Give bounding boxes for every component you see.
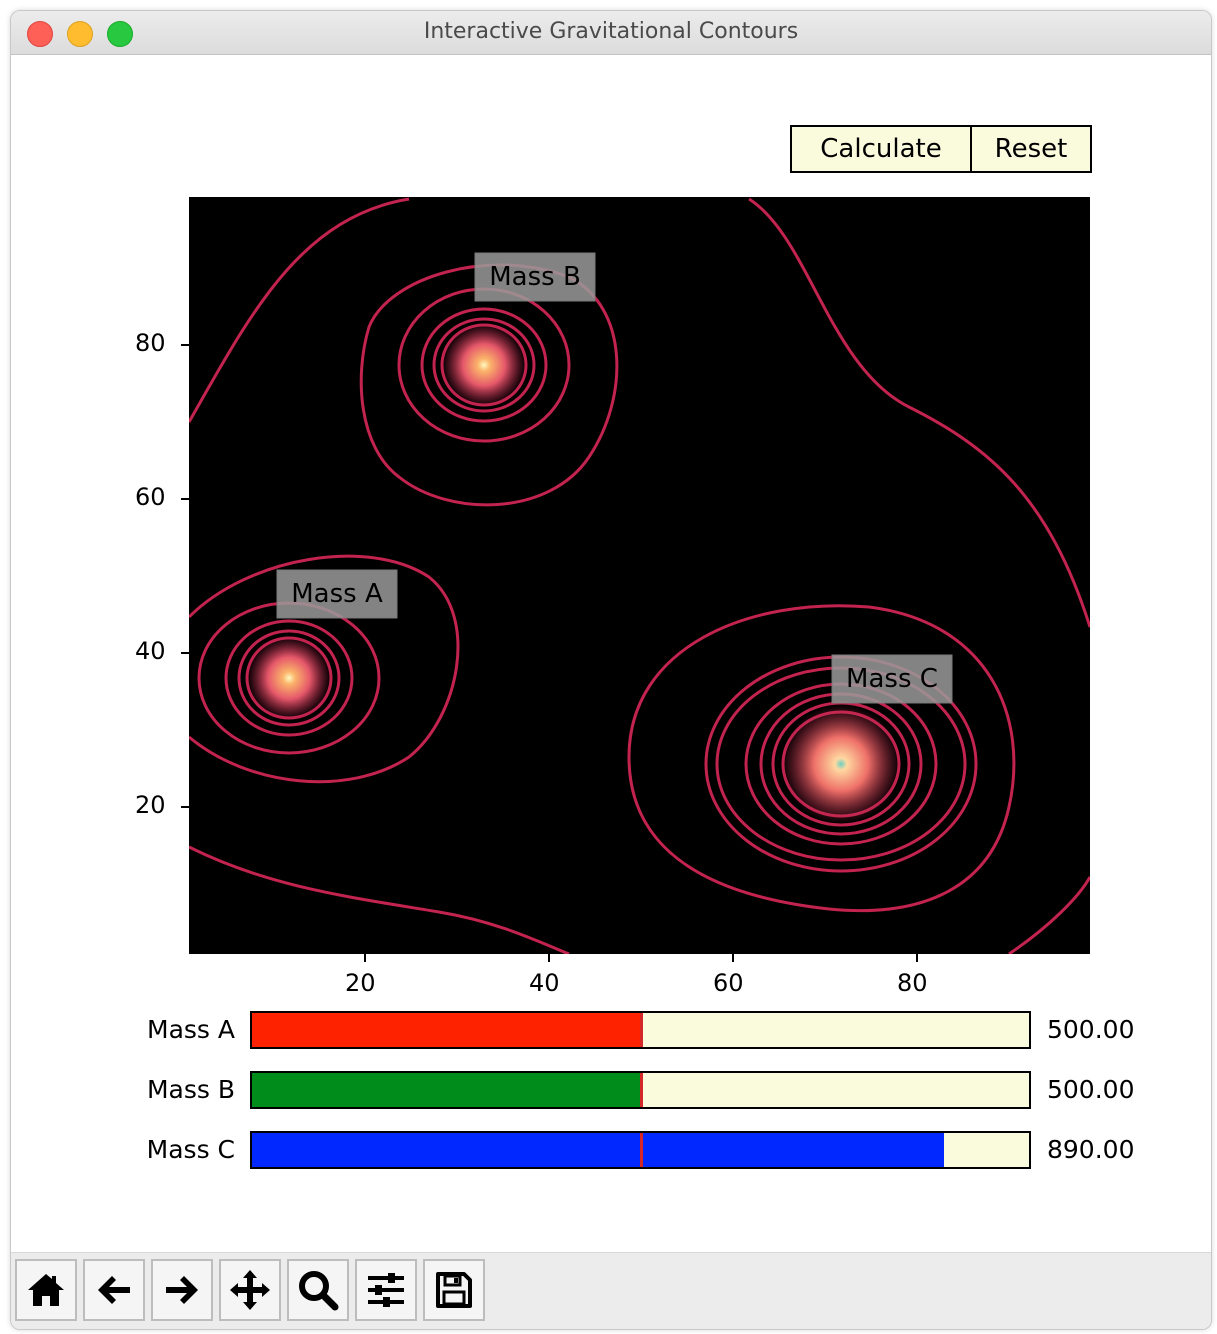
minimize-window-button[interactable] <box>67 21 93 47</box>
zoom-icon <box>299 1271 339 1311</box>
slider-label: Mass A <box>147 1015 235 1044</box>
slider-initial-marker <box>640 1073 643 1107</box>
app-window: Interactive Gravitational Contours Calcu… <box>10 10 1212 1330</box>
slider-value: 890.00 <box>1047 1135 1135 1164</box>
slider-label: Mass C <box>146 1135 235 1164</box>
y-tick-label: 80 <box>135 329 166 357</box>
y-tick-label: 60 <box>135 483 166 511</box>
mass-b-slider[interactable] <box>250 1071 1031 1109</box>
pan-button[interactable] <box>219 1259 281 1321</box>
home-icon <box>28 1274 64 1306</box>
forward-icon <box>166 1276 198 1304</box>
back-icon <box>98 1276 130 1304</box>
slider-mass-c: Mass C 890.00 <box>11 1131 1211 1169</box>
mass-a-label: Mass A <box>291 579 383 609</box>
contour-plot[interactable]: Mass A Mass B Mass C <box>189 197 1090 954</box>
reset-button[interactable]: Reset <box>970 125 1092 173</box>
mass-a-slider[interactable] <box>250 1011 1031 1049</box>
mass-a-glow <box>247 636 331 720</box>
forward-button[interactable] <box>151 1259 213 1321</box>
x-tick-label: 20 <box>345 969 376 997</box>
slider-fill <box>252 1133 944 1167</box>
mass-b-annotation[interactable]: Mass B <box>474 252 596 302</box>
slider-value: 500.00 <box>1047 1015 1135 1044</box>
back-button[interactable] <box>83 1259 145 1321</box>
home-button[interactable] <box>15 1259 77 1321</box>
window-title: Interactive Gravitational Contours <box>423 19 799 44</box>
save-button[interactable] <box>423 1259 485 1321</box>
slider-value: 500.00 <box>1047 1075 1135 1104</box>
zoom-window-button[interactable] <box>107 21 133 47</box>
mass-b-glow <box>442 323 526 407</box>
x-tick-label: 60 <box>713 969 744 997</box>
mass-b-label: Mass B <box>489 262 581 292</box>
y-tick-label: 20 <box>135 791 166 819</box>
slider-fill <box>252 1073 641 1107</box>
slider-fill <box>252 1013 641 1047</box>
x-tick-label: 40 <box>529 969 560 997</box>
y-tick-label: 40 <box>135 637 166 665</box>
slider-mass-b: Mass B 500.00 <box>11 1071 1211 1109</box>
slider-mass-a: Mass A 500.00 <box>11 1011 1211 1049</box>
title-bar: Interactive Gravitational Contours <box>11 11 1211 55</box>
slider-initial-marker <box>640 1013 643 1047</box>
zoom-button[interactable] <box>287 1259 349 1321</box>
slider-label: Mass B <box>146 1075 235 1104</box>
mass-c-slider[interactable] <box>250 1131 1031 1169</box>
save-icon <box>436 1272 472 1308</box>
configure-icon <box>368 1273 404 1307</box>
calculate-button[interactable]: Calculate <box>790 125 972 173</box>
x-tick-label: 80 <box>897 969 928 997</box>
slider-initial-marker <box>640 1133 643 1167</box>
navigation-toolbar <box>11 1252 1211 1329</box>
mass-c-glow <box>781 704 901 824</box>
configure-subplots-button[interactable] <box>355 1259 417 1321</box>
pan-icon <box>230 1270 270 1310</box>
mass-c-annotation[interactable]: Mass C <box>831 654 953 704</box>
mass-c-label: Mass C <box>846 664 938 694</box>
close-window-button[interactable] <box>27 21 53 47</box>
mass-a-annotation[interactable]: Mass A <box>276 569 398 619</box>
